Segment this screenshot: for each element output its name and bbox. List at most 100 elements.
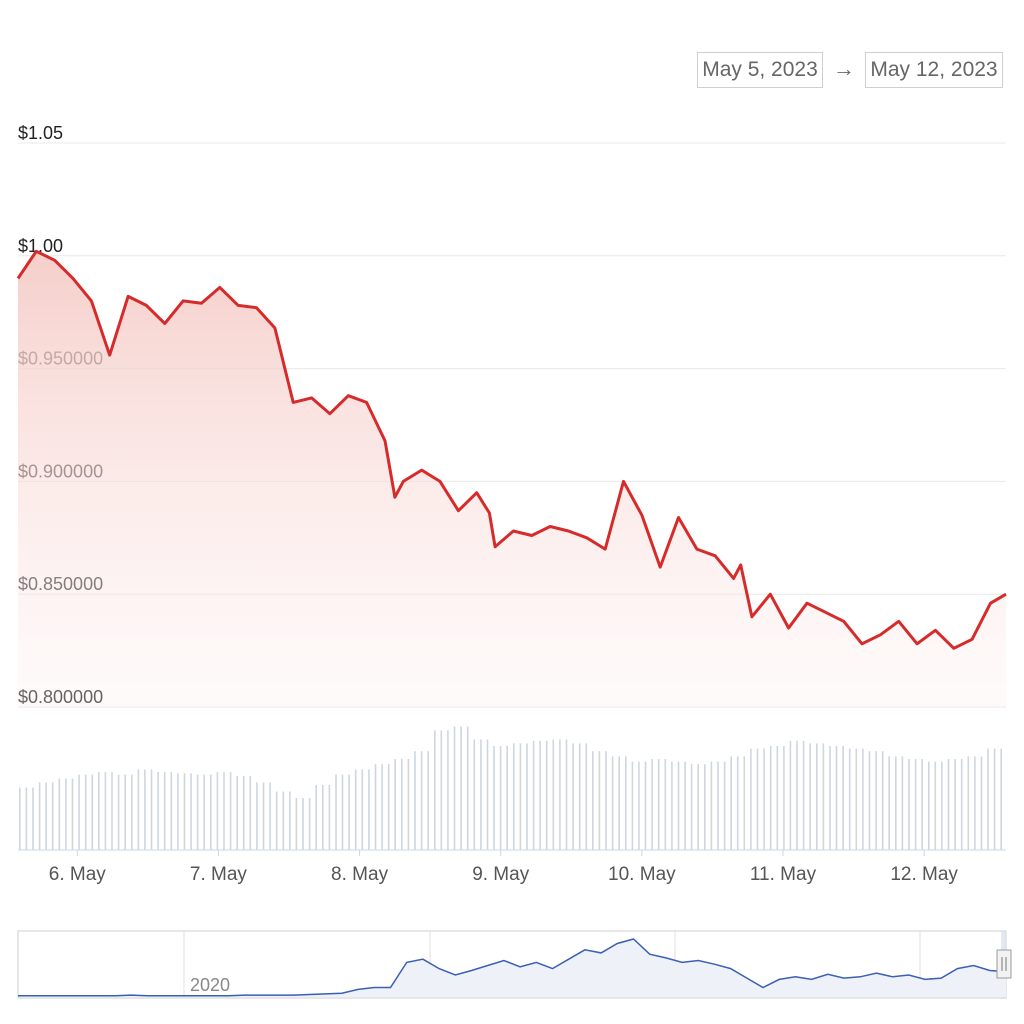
volume-bar (394, 759, 396, 850)
volume-bar (638, 761, 640, 850)
navigator-handle[interactable] (996, 949, 1012, 979)
volume-bar (796, 740, 798, 850)
volume-bar (170, 772, 173, 850)
volume-bar (354, 769, 357, 850)
volume-bar (407, 759, 410, 850)
volume-bar (45, 782, 47, 850)
price-area (18, 251, 1006, 708)
volume-bar (605, 751, 607, 850)
volume-bar (822, 743, 825, 850)
volume-bar (210, 774, 212, 850)
volume-bar (216, 772, 219, 850)
x-tick-label: 8. May (331, 864, 389, 885)
volume-bar (473, 739, 476, 850)
volume-bar (328, 785, 331, 850)
volume-bar (763, 748, 765, 850)
volume-bar (565, 739, 568, 850)
volume-bar (157, 772, 159, 850)
volume-bar (348, 774, 350, 850)
volume-bar (756, 748, 759, 850)
volume-bar (196, 774, 199, 850)
volume-bar (631, 761, 634, 850)
volume-bar (651, 759, 653, 850)
volume-bar (124, 774, 126, 850)
volume-bar (862, 748, 864, 850)
volume-bar (789, 740, 792, 850)
volume-bar (974, 756, 976, 850)
volume-bar (697, 764, 699, 850)
volume-bar (625, 756, 627, 850)
navigator-area (18, 939, 1006, 997)
volume-bar (559, 739, 561, 850)
volume-bar (78, 774, 80, 850)
volume-bar (420, 751, 423, 850)
volume-bar (835, 746, 838, 850)
volume-bar (750, 748, 752, 850)
volume-bar (736, 756, 739, 850)
volume-bar (131, 774, 133, 850)
volume-bar (967, 756, 970, 850)
volume-bar (229, 772, 232, 850)
volume-bar (414, 751, 416, 850)
volume-bar (71, 778, 74, 850)
volume-bar (532, 740, 535, 850)
volume-bar (664, 759, 667, 850)
price-line (16, 249, 1007, 650)
volume-bar (480, 739, 482, 850)
volume-bar (875, 751, 877, 850)
volume-bar (895, 756, 897, 850)
volume-bar (401, 759, 403, 850)
volume-bar (19, 787, 21, 850)
volume-bar (499, 746, 502, 850)
volume-bar (84, 774, 87, 850)
volume-bar (816, 743, 818, 850)
x-tick-label: 12. May (890, 864, 958, 885)
volume-bar (381, 764, 383, 850)
volume-bar (704, 764, 706, 850)
volume-bar (163, 772, 166, 850)
volume-bar (901, 756, 904, 850)
volume-bar (552, 739, 555, 850)
volume-bar (223, 772, 225, 850)
volume-bar (493, 746, 495, 850)
volume-bar (921, 759, 923, 850)
range-to-input[interactable]: May 12, 2023 (865, 52, 1003, 88)
volume-bar (941, 761, 943, 850)
volume-bar (65, 778, 67, 850)
volume-bar (513, 743, 515, 850)
volume-bar (914, 759, 917, 850)
volume-bar (611, 756, 614, 850)
volume-bar (585, 743, 588, 850)
volume-bar (684, 761, 686, 850)
range-from-input[interactable]: May 5, 2023 (697, 52, 823, 88)
volume-bar (38, 782, 41, 850)
volume-bar (769, 746, 772, 850)
volume-bar (717, 761, 719, 850)
volume-bar (690, 764, 693, 850)
range-arrow-icon: → (833, 56, 855, 81)
volume-bar (644, 761, 647, 850)
volume-bar (842, 746, 844, 850)
volume-bar (657, 759, 660, 850)
volume-bar (447, 730, 449, 850)
volume-bar (144, 769, 146, 850)
volume-bar (881, 751, 884, 850)
x-tick-label: 10. May (608, 864, 676, 885)
volume-bar (539, 740, 541, 850)
volume-bar (987, 748, 989, 850)
volume-bar (335, 774, 337, 850)
volume-bar (177, 773, 179, 850)
y-tick-label: $1.05 (18, 123, 63, 143)
volume-bar (275, 791, 278, 850)
volume-bar (183, 773, 186, 850)
volume-bar (928, 761, 930, 850)
volume-bar (776, 746, 779, 850)
volume-bar (374, 764, 377, 850)
volume-bar (723, 761, 726, 850)
volume-bar (440, 730, 443, 850)
x-tick-label: 7. May (190, 864, 248, 885)
volume-bar (526, 743, 528, 850)
volume-bar (578, 743, 581, 850)
volume-bar (295, 798, 298, 850)
